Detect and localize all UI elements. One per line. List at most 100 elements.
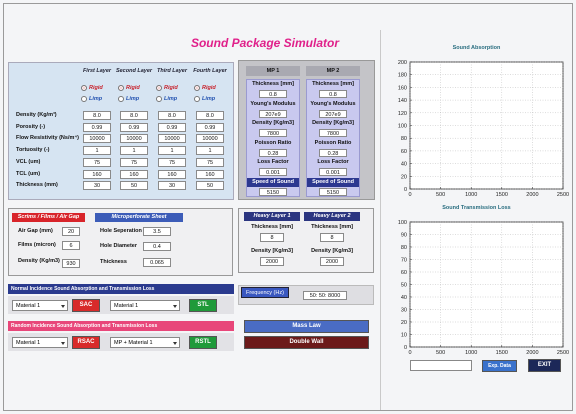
text-input[interactable]: 160 [158,169,186,179]
radio-button[interactable] [156,85,162,91]
text-input[interactable]: 1 [158,146,186,156]
field-label: Films (micron) [18,242,56,248]
radio-label[interactable]: Limp [126,96,140,102]
dropdown[interactable]: MP + Material 1 [110,337,180,348]
divider [380,30,381,410]
radio-label[interactable]: Limp [164,96,178,102]
dropdown[interactable]: Material 1 [110,300,180,311]
radio-button[interactable] [118,96,124,102]
text-input[interactable]: 0.8 [259,90,287,98]
field-label: Air Gap (mm) [18,228,53,234]
field-label: Density [Kg/m3] [251,248,293,254]
text-input[interactable]: 75 [196,157,224,167]
field-label: Thickness (mm) [16,182,58,189]
text-input[interactable]: 5150 [319,187,347,196]
text-input[interactable]: 0.001 [319,168,347,176]
frequency-label: Frequency (Hz) [241,287,289,298]
radio-button[interactable] [81,96,87,102]
text-input[interactable]: 5150 [259,187,287,196]
text-input[interactable]: 0.28 [319,148,347,157]
text-input[interactable]: 207e9 [259,109,287,118]
dropdown[interactable]: Material 1 [12,337,68,348]
field-label: Young's Modulus [310,100,356,107]
text-input[interactable]: 0.8 [319,90,347,98]
radio-button[interactable] [194,85,200,91]
text-input[interactable]: 10000 [158,134,186,144]
action-button[interactable]: Exp. Data [482,360,517,372]
text-input[interactable]: 75 [120,157,148,167]
field-label: Thickness [mm] [251,224,293,230]
text-input[interactable]: 10000 [83,134,111,144]
field-label: Poisson Ratio [254,139,292,146]
field-label: Density (Kg/m3) [18,258,60,264]
field-label: VCL (um) [16,158,41,165]
section-header: Heavy Layer 2 [304,212,360,221]
action-button[interactable]: RSTL [189,336,217,349]
text-input[interactable]: 10000 [120,134,148,144]
text-input[interactable]: 160 [120,169,148,179]
text-input[interactable]: 2000 [320,257,344,266]
text-input[interactable]: 30 [83,181,111,191]
text-input[interactable]: 207e9 [319,109,347,118]
action-button[interactable]: Double Wall [244,336,369,349]
section-bar: Normal Incidence Sound Absorption and Tr… [8,284,234,294]
field-label: Density [Kg/m3] [252,120,294,126]
text-input[interactable]: 1 [83,146,111,156]
action-button[interactable]: Mass Law [244,320,369,333]
text-input[interactable]: 50: 50: 8000 [303,291,347,300]
action-button[interactable]: SAC [72,299,100,312]
text-input[interactable]: 8 [260,233,284,242]
text-input[interactable]: 0.4 [143,242,171,251]
text-input[interactable]: 2000 [260,257,284,266]
text-input[interactable]: 1 [196,146,224,156]
text-input[interactable]: 160 [196,169,224,179]
radio-label[interactable]: Rigid [164,85,178,91]
radio-button[interactable] [118,85,124,91]
text-input[interactable]: 0.99 [196,122,224,132]
radio-button[interactable] [81,85,87,91]
text-input[interactable]: 30 [158,181,186,191]
text-input[interactable]: 0.28 [259,148,287,157]
text-input[interactable]: 0.99 [120,122,148,132]
radio-label[interactable]: Rigid [126,85,140,91]
window-frame [3,3,573,411]
radio-button[interactable] [156,96,162,102]
text-input[interactable]: 6 [62,241,80,250]
text-input[interactable]: 50 [120,181,148,191]
text-input[interactable]: 0.065 [143,258,171,267]
radio-label[interactable]: Rigid [202,85,216,91]
dropdown[interactable]: Material 1 [12,300,68,311]
text-input[interactable]: 8 [320,233,344,242]
text-input[interactable]: 1 [120,146,148,156]
text-input[interactable]: 75 [83,157,111,167]
radio-button[interactable] [194,96,200,102]
action-button[interactable]: STL [189,299,217,312]
text-input[interactable]: 20 [62,227,80,236]
section-header: Heavy Layer 1 [244,212,300,221]
text-input[interactable]: 10000 [196,134,224,144]
radio-label[interactable]: Limp [89,96,103,102]
text-input[interactable] [410,360,472,371]
text-input[interactable]: 8.0 [196,111,224,120]
text-input[interactable]: 160 [83,169,111,179]
text-input[interactable]: 8.0 [120,111,148,120]
text-input[interactable]: 3.5 [143,227,171,236]
field-label: Loss Factor [317,159,349,165]
mp-header: MP 1 [246,66,300,76]
text-input[interactable]: 8.0 [83,111,111,120]
text-input[interactable]: 0.99 [83,122,111,132]
text-input[interactable]: 8.0 [158,111,186,120]
radio-label[interactable]: Rigid [89,85,103,91]
text-input[interactable]: 7800 [319,129,347,137]
radio-label[interactable]: Limp [202,96,216,102]
text-input[interactable]: 7800 [259,129,287,137]
action-button[interactable]: RSAC [72,336,100,349]
text-input[interactable]: 0.99 [158,122,186,132]
section-header: Microperforate Sheet [95,213,183,222]
text-input[interactable]: 50 [196,181,224,191]
layer-header: First Layer [82,68,112,74]
text-input[interactable]: 930 [62,259,80,268]
text-input[interactable]: 0.001 [259,168,287,176]
text-input[interactable]: 75 [158,157,186,167]
action-button[interactable]: EXIT [528,359,561,372]
